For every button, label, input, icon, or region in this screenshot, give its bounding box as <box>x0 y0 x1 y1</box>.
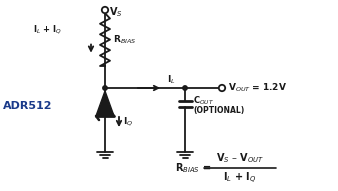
Text: ADR512: ADR512 <box>3 101 52 111</box>
Polygon shape <box>96 91 114 116</box>
Text: I$_Q$: I$_Q$ <box>123 116 133 128</box>
Text: I$_L$: I$_L$ <box>167 74 176 86</box>
Text: R$_{BIAS}$: R$_{BIAS}$ <box>113 33 136 46</box>
Circle shape <box>102 7 108 13</box>
Text: V$_S$: V$_S$ <box>109 5 123 19</box>
Text: (OPTIONAL): (OPTIONAL) <box>193 105 244 114</box>
Circle shape <box>183 86 187 90</box>
Text: I$_L$ + I$_Q$: I$_L$ + I$_Q$ <box>33 23 62 36</box>
Text: I$_L$ + I$_Q$: I$_L$ + I$_Q$ <box>223 170 257 185</box>
Text: C$_{OUT}$: C$_{OUT}$ <box>193 95 214 107</box>
Circle shape <box>103 86 107 90</box>
Text: V$_S$ – V$_{OUT}$: V$_S$ – V$_{OUT}$ <box>216 151 264 165</box>
Text: V$_{OUT}$ = 1.2V: V$_{OUT}$ = 1.2V <box>228 82 287 94</box>
Text: R$_{BIAS}$ =: R$_{BIAS}$ = <box>175 161 211 175</box>
Circle shape <box>219 85 225 91</box>
